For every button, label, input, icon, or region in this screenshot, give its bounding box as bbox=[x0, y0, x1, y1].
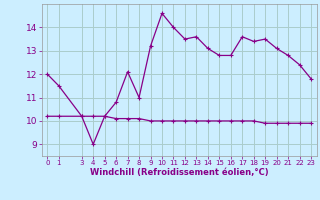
X-axis label: Windchill (Refroidissement éolien,°C): Windchill (Refroidissement éolien,°C) bbox=[90, 168, 268, 177]
